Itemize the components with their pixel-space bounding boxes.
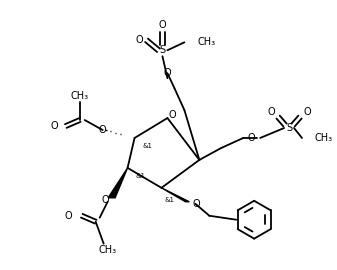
Text: CH₃: CH₃ (99, 245, 117, 255)
Polygon shape (161, 188, 189, 202)
Text: O: O (64, 211, 72, 221)
Text: O: O (98, 125, 106, 135)
Text: CH₃: CH₃ (71, 91, 89, 101)
Text: O: O (164, 68, 171, 78)
Text: O: O (303, 107, 311, 117)
Text: O: O (192, 199, 200, 209)
Text: S: S (286, 123, 292, 133)
Text: &1: &1 (143, 143, 153, 149)
Polygon shape (108, 168, 128, 198)
Text: CH₃: CH₃ (315, 133, 333, 143)
Text: O: O (50, 121, 58, 131)
Text: O: O (267, 107, 275, 117)
Text: O: O (159, 20, 166, 30)
Text: &1: &1 (164, 197, 175, 203)
Text: S: S (159, 45, 165, 55)
Text: O: O (101, 195, 109, 205)
Text: O: O (248, 133, 255, 143)
Text: O: O (168, 110, 176, 120)
Text: &1: &1 (135, 173, 146, 179)
Text: O: O (136, 35, 143, 45)
Text: CH₃: CH₃ (197, 37, 215, 47)
